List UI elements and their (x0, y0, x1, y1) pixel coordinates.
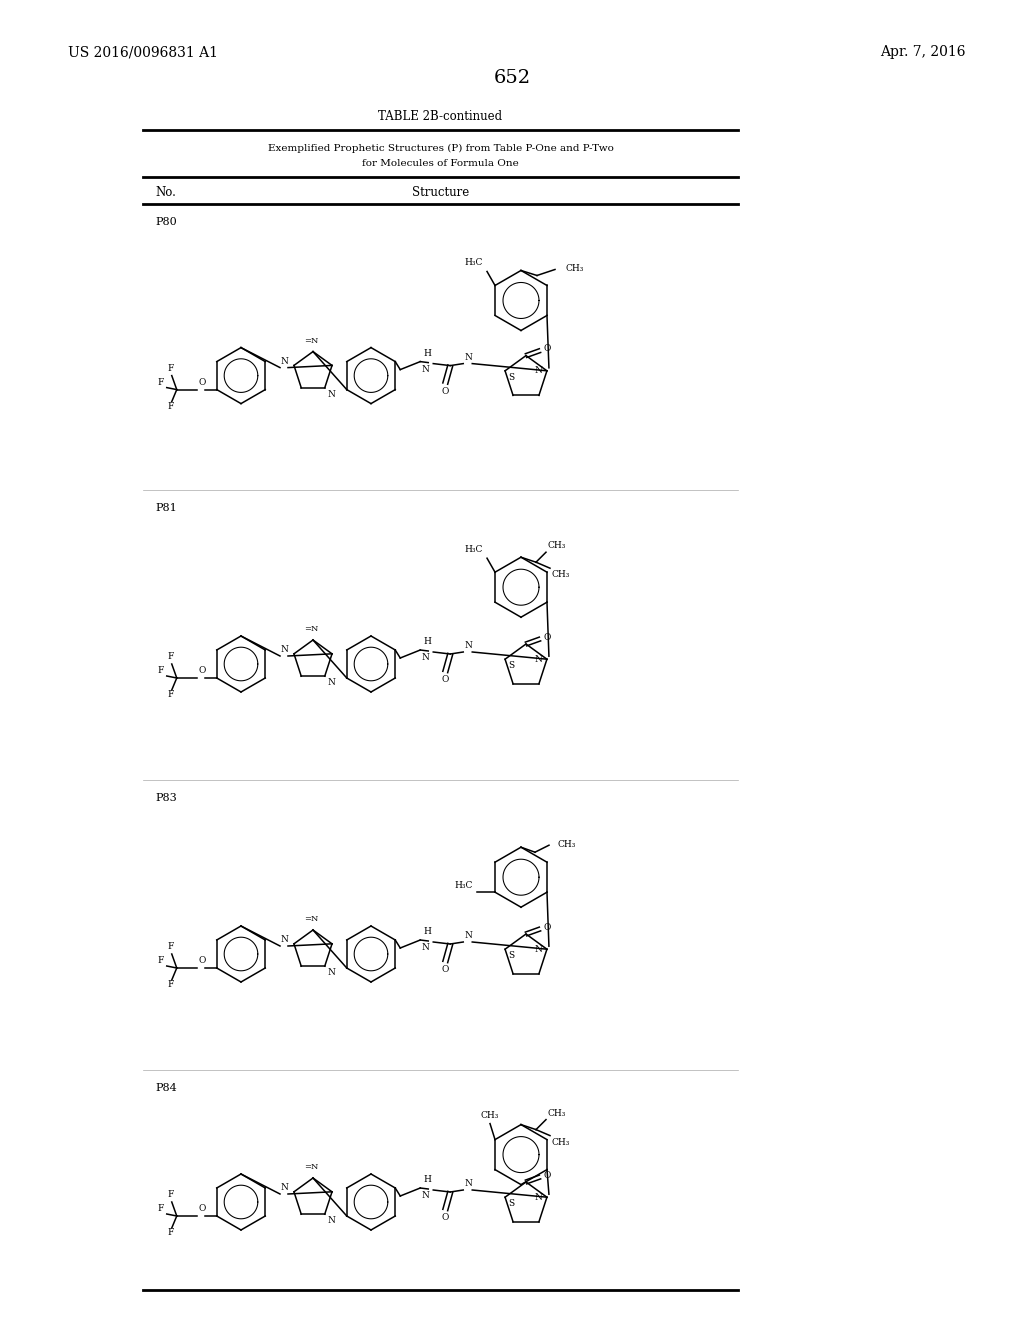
Text: 652: 652 (494, 69, 530, 87)
Text: N: N (328, 1216, 336, 1225)
Text: N: N (535, 367, 542, 375)
Text: TABLE 2B-continued: TABLE 2B-continued (379, 110, 503, 123)
Text: F: F (158, 956, 164, 965)
Text: S: S (508, 1199, 514, 1208)
Text: P80: P80 (155, 216, 177, 227)
Text: O: O (544, 923, 551, 932)
Text: F: F (168, 1191, 174, 1199)
Text: Exemplified Prophetic Structures (P) from Table P-One and P-Two: Exemplified Prophetic Structures (P) fro… (267, 144, 613, 153)
Text: O: O (198, 1204, 206, 1213)
Text: H₃C: H₃C (455, 882, 473, 890)
Text: F: F (168, 363, 174, 372)
Text: N: N (421, 653, 429, 663)
Text: Apr. 7, 2016: Apr. 7, 2016 (880, 45, 966, 59)
Text: N: N (280, 356, 288, 366)
Text: N: N (421, 942, 429, 952)
Text: US 2016/0096831 A1: US 2016/0096831 A1 (68, 45, 218, 59)
Text: CH₃: CH₃ (481, 1110, 500, 1119)
Text: O: O (198, 667, 206, 675)
Text: N: N (464, 642, 472, 649)
Text: O: O (544, 345, 551, 354)
Text: =N: =N (304, 1163, 318, 1171)
Text: S: S (508, 372, 514, 381)
Text: =N: =N (304, 915, 318, 923)
Text: N: N (535, 1193, 542, 1201)
Text: F: F (168, 690, 174, 700)
Text: N: N (280, 935, 288, 944)
Text: H: H (423, 1175, 431, 1184)
Text: CH₃: CH₃ (548, 1109, 566, 1118)
Text: No.: No. (155, 186, 176, 198)
Text: H: H (423, 927, 431, 936)
Text: H: H (423, 638, 431, 645)
Text: CH₃: CH₃ (552, 1138, 570, 1147)
Text: F: F (168, 401, 174, 411)
Text: N: N (328, 968, 336, 977)
Text: N: N (464, 352, 472, 362)
Text: N: N (328, 389, 336, 399)
Text: F: F (158, 378, 164, 387)
Text: F: F (158, 1204, 164, 1213)
Text: N: N (535, 945, 542, 954)
Text: S: S (508, 952, 514, 960)
Text: H: H (423, 348, 431, 358)
Text: P81: P81 (155, 503, 177, 513)
Text: P84: P84 (155, 1082, 177, 1093)
Text: for Molecules of Formula One: for Molecules of Formula One (362, 158, 519, 168)
Text: F: F (168, 1228, 174, 1237)
Text: P83: P83 (155, 793, 177, 803)
Text: F: F (158, 667, 164, 675)
Text: O: O (441, 1213, 449, 1222)
Text: O: O (544, 632, 551, 642)
Text: O: O (441, 387, 449, 396)
Text: N: N (328, 678, 336, 688)
Text: N: N (421, 364, 429, 374)
Text: N: N (421, 1191, 429, 1200)
Text: N: N (280, 645, 288, 653)
Text: N: N (535, 655, 542, 664)
Text: S: S (508, 661, 514, 671)
Text: O: O (441, 675, 449, 684)
Text: O: O (198, 378, 206, 387)
Text: O: O (544, 1171, 551, 1180)
Text: N: N (464, 1179, 472, 1188)
Text: N: N (280, 1183, 288, 1192)
Text: O: O (198, 956, 206, 965)
Text: N: N (464, 931, 472, 940)
Text: O: O (441, 965, 449, 974)
Text: F: F (168, 652, 174, 661)
Text: H₃C: H₃C (465, 259, 483, 268)
Text: =N: =N (304, 337, 318, 345)
Text: CH₃: CH₃ (557, 840, 575, 849)
Text: F: F (168, 942, 174, 950)
Text: CH₃: CH₃ (565, 264, 584, 273)
Text: =N: =N (304, 624, 318, 634)
Text: CH₃: CH₃ (552, 570, 570, 579)
Text: CH₃: CH₃ (548, 541, 566, 550)
Text: Structure: Structure (412, 186, 469, 198)
Text: H₃C: H₃C (465, 545, 483, 554)
Text: F: F (168, 979, 174, 989)
